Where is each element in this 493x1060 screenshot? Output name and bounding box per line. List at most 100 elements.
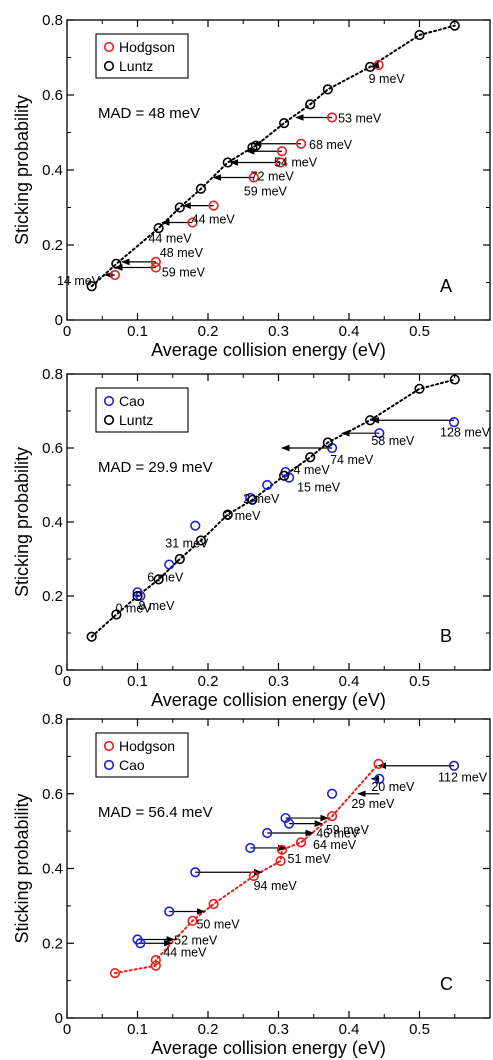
data-point-hodgson — [109, 968, 121, 979]
data-point-hodgson — [150, 262, 161, 273]
data-point-luntz — [322, 84, 333, 95]
legend-marker-cao — [103, 395, 115, 407]
data-point-hodgson — [373, 758, 384, 769]
energy-shift-label: 72 meV — [251, 170, 295, 184]
legend: Hodgson Luntz — [95, 33, 189, 79]
x-tick-label: 0.2 — [198, 323, 219, 340]
x-tick-label: 0 — [63, 1021, 71, 1038]
data-point-luntz — [153, 223, 164, 234]
y-tick-label: 0.6 — [42, 87, 63, 104]
data-point-cao — [374, 773, 385, 784]
energy-shift-label: 68 meV — [309, 138, 353, 152]
data-point-luntz — [365, 61, 376, 72]
panel-label: C — [440, 974, 453, 994]
data-point-luntz — [195, 183, 207, 194]
y-tick-label: 0.6 — [42, 440, 63, 457]
legend-marker-hodgson — [103, 41, 115, 53]
x-axis-title: Average collision energy (eV) — [151, 1038, 386, 1058]
energy-shift-label: 59 meV — [162, 266, 206, 280]
x-tick-label: 0.5 — [409, 1021, 430, 1038]
data-point-cao — [448, 417, 460, 428]
legend-marker-hodgson — [103, 740, 115, 752]
data-point-luntz — [305, 99, 316, 110]
x-tick-label: 0.4 — [339, 673, 360, 690]
energy-shift-label: 31 meV — [165, 537, 209, 551]
data-point-hodgson — [275, 157, 286, 168]
mad-annotation: MAD = 48 meV — [98, 105, 200, 122]
data-point-luntz — [449, 374, 460, 385]
data-point-cao — [283, 472, 295, 483]
energy-shift-label: 29 meV — [351, 797, 395, 811]
x-tick-label: 0.5 — [409, 673, 430, 690]
y-tick-label: 0.8 — [42, 711, 63, 728]
data-point-hodgson — [275, 855, 286, 867]
data-point-cao — [262, 479, 273, 491]
energy-shift-label: 59 meV — [244, 185, 288, 199]
energy-shift-label: 59 meV — [326, 823, 370, 837]
energy-shift-label: 54 meV — [274, 155, 318, 169]
legend-entry-luntz: Luntz — [119, 412, 153, 428]
data-point-luntz — [111, 258, 122, 269]
y-tick-label: 0.2 — [42, 588, 63, 605]
legend-box — [95, 387, 189, 433]
data-point-luntz — [247, 494, 258, 505]
energy-shift-label: 8 meV — [138, 599, 175, 613]
legend-entry-hodgson: Hodgson — [119, 738, 175, 754]
y-tick-label: 0.4 — [42, 162, 63, 179]
x-tick-label: 0.1 — [127, 323, 148, 340]
data-point-luntz — [279, 470, 290, 481]
data-point-cao — [262, 827, 273, 839]
panel-label: B — [440, 626, 452, 646]
energy-shift-label: 51 meV — [288, 852, 332, 866]
data-point-luntz — [250, 140, 262, 151]
y-tick-label: 0 — [55, 1010, 63, 1027]
mad-annotation: MAD = 29.9 meV — [98, 459, 213, 476]
energy-shift-label: 2 meV — [243, 492, 280, 506]
data-point-cao — [283, 818, 295, 829]
legend-marker-luntz — [103, 414, 115, 426]
y-tick-label: 0.8 — [42, 366, 63, 383]
energy-shift-label: 9 meV — [369, 72, 406, 86]
energy-shift-label: 53 meV — [338, 112, 382, 126]
x-tick-label: 0.5 — [409, 323, 430, 340]
x-tick-label: 0.2 — [198, 1021, 219, 1038]
data-point-luntz — [449, 20, 460, 31]
data-point-luntz — [86, 631, 97, 642]
energy-shift-label: 14 meV — [57, 274, 101, 288]
x-axis-title: Average collision energy (eV) — [151, 690, 386, 710]
legend-entry-cao: Cao — [119, 393, 145, 409]
data-point-cao — [374, 428, 385, 439]
energy-shift-label: 0 meV — [116, 601, 153, 615]
y-tick-label: 0.4 — [42, 861, 63, 878]
data-point-hodgson — [248, 870, 259, 882]
data-point-luntz — [222, 509, 233, 520]
legend-box — [95, 732, 189, 778]
data-point-cao — [190, 520, 201, 531]
data-point-hodgson — [276, 844, 288, 855]
data-point-hodgson — [248, 172, 259, 183]
y-axis-title: Sticking probability — [12, 447, 32, 597]
data-point-hodgson — [295, 837, 307, 848]
energy-shift-label: 58 meV — [371, 434, 415, 448]
data-point-hodgson — [187, 217, 198, 228]
data-point-hodgson — [150, 954, 161, 966]
legend-entry-hodgson: Hodgson — [119, 39, 175, 55]
y-tick-label: 0 — [55, 312, 63, 329]
data-point-hodgson — [150, 960, 161, 971]
data-point-luntz — [132, 590, 143, 602]
y-tick-label: 0.8 — [42, 12, 63, 29]
data-point-cao — [164, 906, 175, 917]
data-point-luntz — [414, 29, 425, 41]
legend-entry-cao: Cao — [119, 757, 145, 773]
x-tick-label: 0.3 — [268, 323, 289, 340]
energy-shift-label: 50 meV — [196, 917, 240, 931]
data-point-luntz — [174, 553, 185, 565]
y-tick-label: 0.2 — [42, 237, 63, 254]
y-tick-label: 0 — [55, 662, 63, 679]
data-point-luntz — [174, 202, 185, 213]
energy-shift-label: 20 meV — [371, 780, 415, 794]
data-point-cao — [245, 492, 256, 504]
energy-shift-label: 128 meV — [440, 425, 491, 439]
panel-c: 0 0.1 0.2 0.3 0.4 0.5 0 0.2 0.4 0.6 0.8 Average col… — [12, 711, 491, 1058]
legend-box — [95, 33, 189, 79]
